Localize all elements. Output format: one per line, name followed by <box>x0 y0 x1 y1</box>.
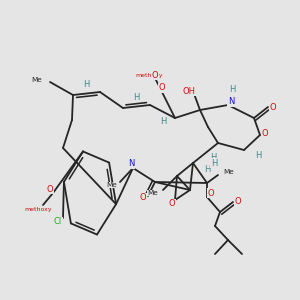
Text: N: N <box>128 160 134 169</box>
Text: H: H <box>133 93 140 102</box>
Text: methoxy: methoxy <box>24 206 52 211</box>
Text: H: H <box>204 166 210 175</box>
Text: O: O <box>152 70 158 80</box>
Text: H: H <box>229 85 235 94</box>
Text: N: N <box>228 98 234 106</box>
Text: H: H <box>255 151 261 160</box>
Text: O: O <box>208 188 214 197</box>
Text: Me: Me <box>31 77 42 83</box>
Text: Me: Me <box>147 190 158 196</box>
Text: O: O <box>47 184 53 194</box>
Text: O: O <box>235 197 241 206</box>
Text: Me: Me <box>106 182 117 188</box>
Text: O: O <box>262 128 268 137</box>
Text: O: O <box>159 83 165 92</box>
Text: O: O <box>169 200 175 208</box>
Text: O: O <box>140 194 146 202</box>
Text: H: H <box>160 118 166 127</box>
Text: O: O <box>270 103 276 112</box>
Text: methoxy: methoxy <box>135 73 163 77</box>
Text: OH: OH <box>182 86 196 95</box>
Text: H: H <box>211 158 217 167</box>
Text: Cl: Cl <box>54 218 62 226</box>
Text: Me: Me <box>223 169 234 175</box>
Text: H: H <box>210 154 216 163</box>
Text: H: H <box>83 80 90 89</box>
